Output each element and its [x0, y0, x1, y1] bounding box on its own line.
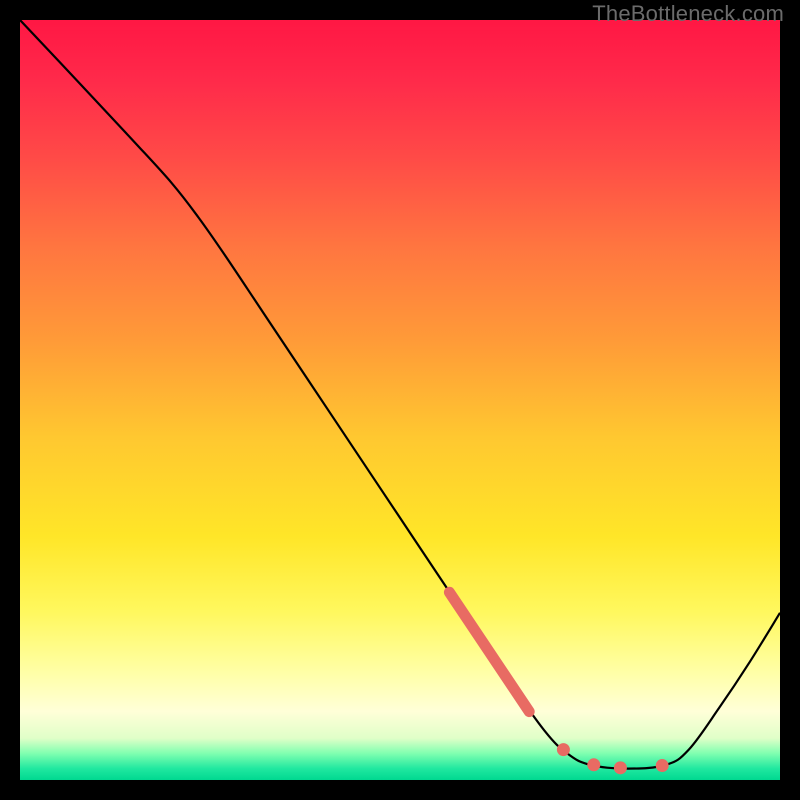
- highlight-dot: [587, 758, 600, 771]
- chart-area: [20, 20, 780, 780]
- chart-svg: [20, 20, 780, 780]
- highlight-dot: [656, 759, 669, 772]
- watermark-text: TheBottleneck.com: [592, 1, 784, 27]
- highlight-dot: [614, 761, 627, 774]
- chart-background: [20, 20, 780, 780]
- highlight-dot: [557, 743, 570, 756]
